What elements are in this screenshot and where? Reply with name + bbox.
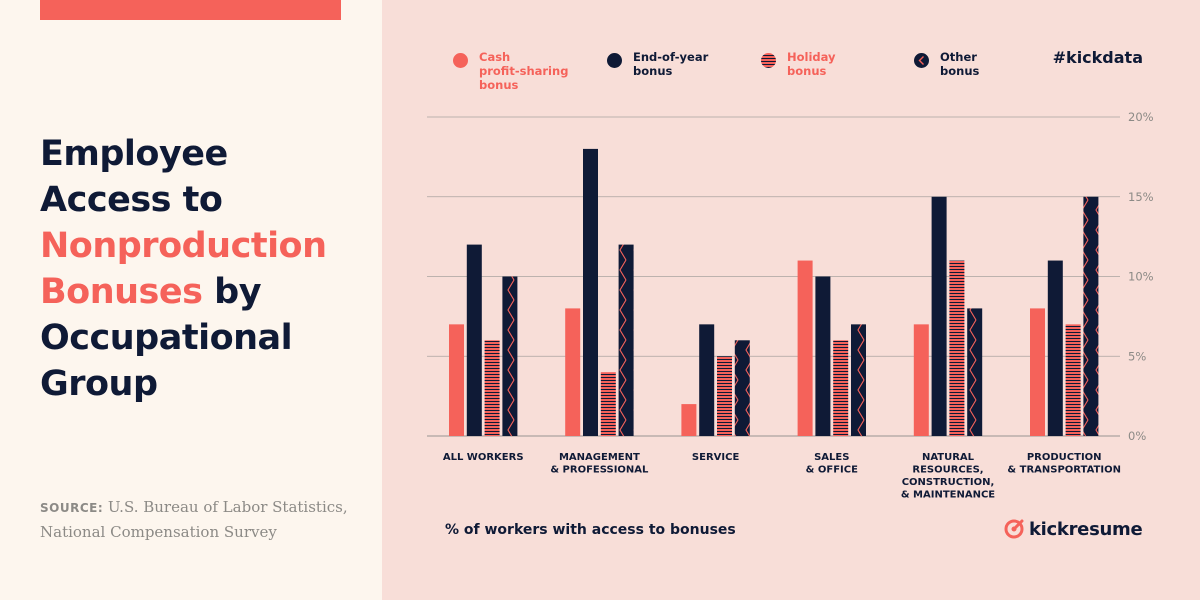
kickresume-logo-icon bbox=[1004, 519, 1024, 539]
x-tick-label: MANAGEMENT bbox=[559, 452, 640, 463]
x-axis-label: % of workers with access to bonuses bbox=[445, 522, 736, 538]
bar bbox=[600, 372, 616, 436]
legend-swatch-cash bbox=[453, 53, 468, 68]
title-line-highlight: Nonproduction bbox=[40, 226, 327, 266]
bar bbox=[949, 260, 965, 436]
bar bbox=[851, 324, 866, 436]
bar bbox=[466, 244, 482, 436]
x-tick-label: & PROFESSIONAL bbox=[550, 465, 649, 476]
bar bbox=[1030, 308, 1045, 436]
legend-label-cash: Cash profit-sharing bonus bbox=[479, 50, 568, 92]
bar bbox=[484, 340, 500, 436]
legend-label-line: profit-sharing bbox=[479, 64, 569, 78]
legend-label-line: bonus bbox=[479, 78, 519, 92]
bar bbox=[565, 308, 581, 436]
legend-label-holiday: Holiday bonus bbox=[787, 50, 836, 78]
bar bbox=[502, 276, 518, 436]
bar bbox=[583, 148, 598, 436]
x-tick-label: NATURAL bbox=[922, 452, 975, 463]
title-line: Employee bbox=[40, 134, 228, 174]
x-tick-label: RESOURCES, bbox=[912, 465, 983, 476]
bar bbox=[734, 340, 750, 436]
title-line-highlight: Bonuses bbox=[40, 272, 203, 312]
x-tick-label: SALES bbox=[814, 452, 849, 463]
bar bbox=[797, 260, 813, 436]
accent-bar bbox=[40, 0, 341, 20]
x-tick-label: SERVICE bbox=[692, 452, 740, 463]
legend-label-line: Cash bbox=[479, 50, 511, 64]
bar bbox=[1047, 260, 1063, 436]
x-tick-label: & MAINTENANCE bbox=[901, 490, 995, 501]
legend-label-line: Holiday bbox=[787, 50, 836, 64]
bar bbox=[967, 308, 983, 436]
source-text: U.S. Bureau of Labor Statistics, Nationa… bbox=[40, 498, 348, 541]
legend-label-line: bonus bbox=[633, 64, 673, 78]
x-tick-label: PRODUCTION bbox=[1027, 452, 1102, 463]
x-tick-label: & OFFICE bbox=[806, 465, 858, 476]
x-tick-label: & TRANSPORTATION bbox=[1007, 465, 1121, 476]
y-tick-label: 10% bbox=[1128, 270, 1154, 284]
legend-swatch-holiday bbox=[761, 53, 776, 68]
title-line: Access to bbox=[40, 180, 223, 220]
bar bbox=[449, 324, 464, 436]
title-line: Group bbox=[40, 364, 158, 404]
legend-label-line: End-of-year bbox=[633, 50, 709, 64]
legend-swatch-other bbox=[914, 53, 929, 68]
source-note: SOURCE: U.S. Bureau of Labor Statistics,… bbox=[40, 495, 370, 544]
legend-label-line: Other bbox=[940, 50, 977, 64]
y-tick-label: 15% bbox=[1128, 190, 1154, 204]
bar bbox=[717, 356, 732, 436]
title-line: by bbox=[214, 272, 262, 312]
legend-label-other: Other bonus bbox=[940, 50, 979, 78]
y-tick-label: 20% bbox=[1128, 110, 1154, 124]
x-tick-label: CONSTRUCTION, bbox=[902, 477, 995, 488]
bar bbox=[681, 404, 697, 436]
y-tick-label: 5% bbox=[1128, 349, 1146, 363]
bar bbox=[913, 324, 929, 436]
bar bbox=[618, 244, 634, 436]
bar bbox=[1065, 324, 1081, 436]
left-panel: Employee Access to Nonproduction Bonuses… bbox=[0, 0, 382, 600]
bar bbox=[1083, 196, 1099, 436]
brand-logo: kickresume bbox=[1003, 518, 1143, 540]
page-title: Employee Access to Nonproduction Bonuses… bbox=[40, 131, 370, 407]
legend-label-end-of-year: End-of-year bonus bbox=[633, 50, 708, 78]
hashtag: #kickdata bbox=[1052, 48, 1143, 67]
y-tick-label: 0% bbox=[1128, 429, 1146, 443]
bar bbox=[833, 340, 849, 436]
bar bbox=[931, 196, 947, 436]
brand-name: kickresume bbox=[1029, 518, 1143, 540]
bar bbox=[699, 324, 715, 436]
legend-swatch-end-of-year bbox=[607, 53, 622, 68]
legend-label-line: bonus bbox=[787, 64, 827, 78]
source-label: SOURCE: bbox=[40, 501, 104, 515]
x-tick-label: ALL WORKERS bbox=[443, 452, 524, 463]
title-line: Occupational bbox=[40, 318, 293, 358]
bar bbox=[815, 276, 831, 436]
legend-label-line: bonus bbox=[940, 64, 980, 78]
